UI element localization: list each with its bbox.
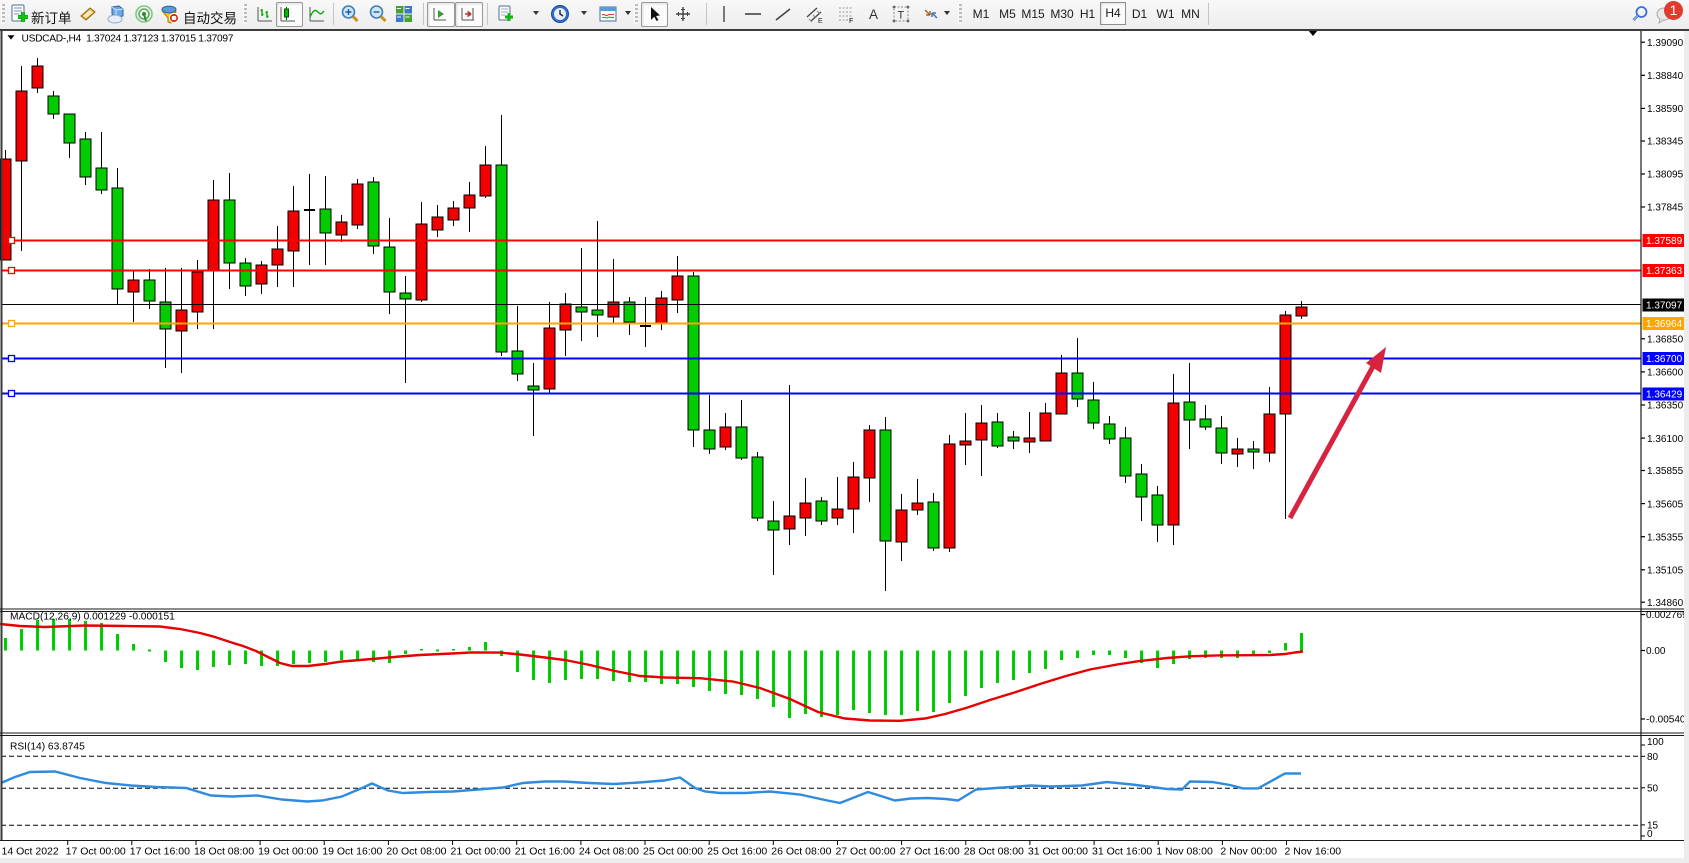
svg-text:1.36429: 1.36429 bbox=[1646, 390, 1683, 401]
svg-text:MACD(12,26,9) 0.001229 -0.0001: MACD(12,26,9) 0.001229 -0.000151 bbox=[10, 612, 175, 623]
svg-text:25 Oct 16:00: 25 Oct 16:00 bbox=[707, 845, 767, 857]
svg-text:1.36100: 1.36100 bbox=[1647, 434, 1684, 445]
svg-text:1.36850: 1.36850 bbox=[1647, 335, 1684, 346]
svg-text:1.37845: 1.37845 bbox=[1647, 203, 1684, 214]
svg-text:1.36600: 1.36600 bbox=[1647, 368, 1684, 379]
svg-text:18 Oct 08:00: 18 Oct 08:00 bbox=[194, 845, 254, 857]
svg-text:27 Oct 16:00: 27 Oct 16:00 bbox=[900, 845, 960, 857]
svg-text:31 Oct 16:00: 31 Oct 16:00 bbox=[1092, 845, 1152, 857]
svg-text:0.002769: 0.002769 bbox=[1646, 610, 1688, 621]
svg-text:2 Nov 00:00: 2 Nov 00:00 bbox=[1220, 845, 1277, 857]
svg-text:1.35605: 1.35605 bbox=[1647, 499, 1684, 510]
svg-text:21 Oct 16:00: 21 Oct 16:00 bbox=[515, 845, 575, 857]
svg-text:17 Oct 16:00: 17 Oct 16:00 bbox=[130, 845, 190, 857]
svg-text:0: 0 bbox=[1647, 829, 1653, 840]
svg-text:0.00: 0.00 bbox=[1646, 646, 1666, 657]
svg-text:1.36350: 1.36350 bbox=[1647, 401, 1684, 412]
svg-text:21 Oct 00:00: 21 Oct 00:00 bbox=[451, 845, 511, 857]
svg-text:27 Oct 00:00: 27 Oct 00:00 bbox=[835, 845, 895, 857]
svg-text:31 Oct 00:00: 31 Oct 00:00 bbox=[1028, 845, 1088, 857]
svg-text:USDCAD-,H4 1.37024 1.37123 1.: USDCAD-,H4 1.37024 1.37123 1.37015 1.370… bbox=[22, 34, 234, 45]
svg-text:1.37097: 1.37097 bbox=[1646, 301, 1683, 312]
svg-text:24 Oct 08:00: 24 Oct 08:00 bbox=[579, 845, 639, 857]
svg-text:1.35105: 1.35105 bbox=[1647, 566, 1684, 577]
svg-text:1.39090: 1.39090 bbox=[1647, 38, 1684, 49]
svg-text:1.34860: 1.34860 bbox=[1647, 598, 1684, 609]
svg-text:28 Oct 08:00: 28 Oct 08:00 bbox=[964, 845, 1024, 857]
svg-text:1.37589: 1.37589 bbox=[1646, 236, 1683, 247]
svg-text:25 Oct 00:00: 25 Oct 00:00 bbox=[643, 845, 703, 857]
svg-text:26 Oct 08:00: 26 Oct 08:00 bbox=[771, 845, 831, 857]
svg-text:50: 50 bbox=[1647, 784, 1659, 795]
svg-text:20 Oct 08:00: 20 Oct 08:00 bbox=[386, 845, 446, 857]
svg-text:1.37363: 1.37363 bbox=[1646, 266, 1683, 277]
svg-text:1.38590: 1.38590 bbox=[1647, 104, 1684, 115]
svg-text:F: F bbox=[849, 18, 853, 24]
svg-text:-0.005408: -0.005408 bbox=[1646, 715, 1689, 726]
svg-text:E: E bbox=[818, 18, 823, 24]
svg-text:15: 15 bbox=[1647, 821, 1659, 832]
svg-text:19 Oct 16:00: 19 Oct 16:00 bbox=[322, 845, 382, 857]
svg-text:19 Oct 00:00: 19 Oct 00:00 bbox=[258, 845, 318, 857]
svg-text:17 Oct 00:00: 17 Oct 00:00 bbox=[66, 845, 126, 857]
svg-text:1 Nov 08:00: 1 Nov 08:00 bbox=[1156, 845, 1213, 857]
svg-text:2 Nov 16:00: 2 Nov 16:00 bbox=[1285, 845, 1342, 857]
svg-text:14 Oct 2022: 14 Oct 2022 bbox=[2, 845, 59, 857]
svg-text:T: T bbox=[898, 10, 905, 22]
svg-text:1.35355: 1.35355 bbox=[1647, 532, 1684, 543]
svg-text:1.38840: 1.38840 bbox=[1647, 71, 1684, 82]
svg-text:1.38345: 1.38345 bbox=[1647, 137, 1684, 148]
svg-text:100: 100 bbox=[1647, 737, 1664, 748]
svg-text:1.35855: 1.35855 bbox=[1647, 466, 1684, 477]
svg-text:RSI(14) 63.8745: RSI(14) 63.8745 bbox=[10, 742, 85, 753]
svg-text:1.36964: 1.36964 bbox=[1646, 319, 1683, 330]
svg-text:1.36700: 1.36700 bbox=[1646, 354, 1683, 365]
svg-text:80: 80 bbox=[1647, 752, 1659, 763]
svg-text:1.38095: 1.38095 bbox=[1647, 170, 1684, 181]
